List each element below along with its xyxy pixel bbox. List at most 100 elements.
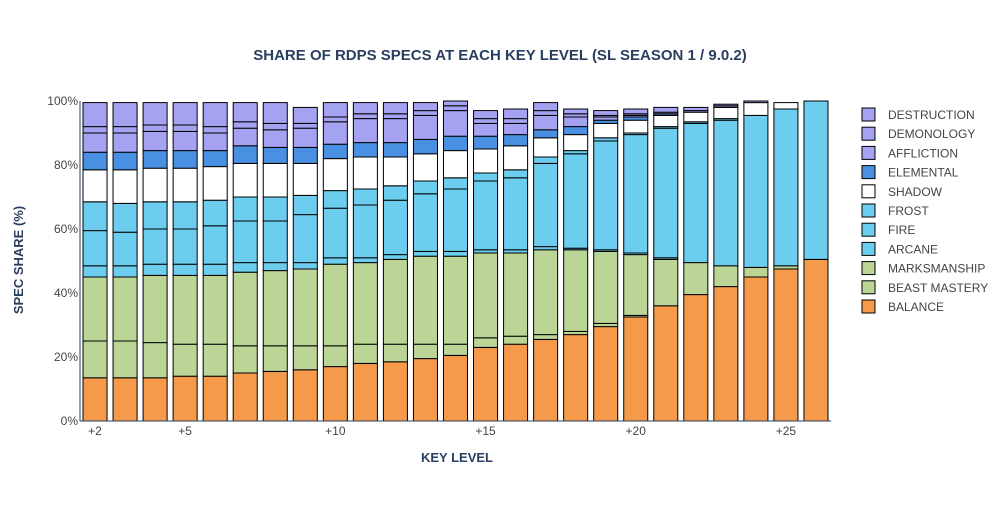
bar-segment-frost[interactable]: [262, 196, 288, 222]
bar-segment-shadow[interactable]: [142, 167, 168, 203]
bar-segment-frost[interactable]: [442, 177, 469, 190]
bar-segment-arcane[interactable]: [112, 265, 138, 278]
bar-segment-demonology[interactable]: [292, 122, 318, 129]
bar-segment-arcane[interactable]: [412, 250, 438, 257]
bar-segment-fire[interactable]: [202, 225, 228, 265]
bar-segment-shadow[interactable]: [352, 156, 378, 190]
bar-segment-affliction[interactable]: [232, 127, 258, 147]
legend-item-frost[interactable]: FROST: [861, 203, 929, 218]
bar-segment-fire[interactable]: [623, 134, 649, 254]
bar-segment-destruction[interactable]: [82, 102, 108, 128]
bar-segment-marksmanship[interactable]: [593, 250, 619, 324]
bar-segment-frost[interactable]: [533, 156, 559, 164]
bar-segment-arcane[interactable]: [142, 263, 168, 276]
bar-segment-beast-mastery[interactable]: [503, 335, 529, 345]
bar-segment-arcane[interactable]: [82, 265, 108, 278]
bar-segment-balance[interactable]: [683, 294, 709, 422]
bar-segment-arcane[interactable]: [442, 250, 469, 257]
bar-segment-elemental[interactable]: [352, 142, 378, 158]
bar-segment-destruction[interactable]: [412, 102, 438, 112]
bar-segment-affliction[interactable]: [172, 130, 198, 152]
bar-segment-beast-mastery[interactable]: [352, 343, 378, 364]
bar-segment-destruction[interactable]: [623, 108, 649, 115]
bar-segment-balance[interactable]: [473, 346, 499, 422]
bar-segment-destruction[interactable]: [232, 102, 258, 123]
bar-segment-marksmanship[interactable]: [82, 276, 108, 342]
bar-segment-marksmanship[interactable]: [412, 255, 438, 345]
bar-segment-destruction[interactable]: [563, 108, 589, 115]
bar-segment-elemental[interactable]: [232, 145, 258, 164]
bar-segment-shadow[interactable]: [653, 114, 679, 128]
bar-segment-destruction[interactable]: [352, 102, 378, 115]
legend-item-destruction[interactable]: DESTRUCTION: [861, 107, 975, 122]
bar-segment-fire[interactable]: [593, 140, 619, 251]
bar-segment-destruction[interactable]: [653, 106, 679, 113]
bar-segment-destruction[interactable]: [142, 102, 168, 126]
bar-segment-fire[interactable]: [382, 199, 408, 256]
legend-item-marksmanship[interactable]: MARKSMANSHIP: [861, 261, 985, 276]
bar-segment-marksmanship[interactable]: [112, 276, 138, 342]
bar-segment-fire[interactable]: [292, 214, 318, 264]
bar-segment-beast-mastery[interactable]: [82, 340, 108, 379]
bar-segment-elemental[interactable]: [382, 142, 408, 158]
bar-segment-elemental[interactable]: [322, 143, 348, 160]
bar-segment-affliction[interactable]: [382, 118, 408, 144]
bar-segment-demonology[interactable]: [503, 118, 529, 124]
bar-segment-fire[interactable]: [262, 220, 288, 264]
legend-item-demonology[interactable]: DEMONOLOGY: [861, 126, 975, 141]
bar-segment-balance[interactable]: [593, 326, 619, 422]
bar-segment-balance[interactable]: [232, 372, 258, 422]
bar-segment-shadow[interactable]: [593, 122, 619, 139]
bar-segment-arcane[interactable]: [232, 262, 258, 273]
bar-segment-beast-mastery[interactable]: [142, 342, 168, 379]
bar-segment-elemental[interactable]: [473, 135, 499, 150]
bar-segment-marksmanship[interactable]: [533, 249, 559, 336]
bar-segment-marksmanship[interactable]: [202, 274, 228, 345]
bar-segment-shadow[interactable]: [292, 162, 318, 196]
bar-segment-destruction[interactable]: [503, 108, 529, 120]
bar-segment-fire[interactable]: [172, 228, 198, 265]
bar-segment-affliction[interactable]: [473, 122, 499, 137]
bar-segment-balance[interactable]: [292, 369, 318, 422]
legend-item-balance[interactable]: BALANCE: [861, 299, 944, 314]
bar-segment-shadow[interactable]: [473, 148, 499, 174]
bar-segment-shadow[interactable]: [683, 111, 709, 123]
bar-segment-balance[interactable]: [382, 361, 408, 422]
bar-segment-marksmanship[interactable]: [142, 274, 168, 344]
bar-segment-beast-mastery[interactable]: [172, 343, 198, 377]
bar-segment-beast-mastery[interactable]: [232, 345, 258, 374]
bar-segment-arcane[interactable]: [382, 254, 408, 260]
bar-segment-frost[interactable]: [382, 185, 408, 201]
bar-segment-elemental[interactable]: [172, 150, 198, 169]
bar-segment-frost[interactable]: [82, 201, 108, 232]
bar-segment-destruction[interactable]: [743, 100, 769, 104]
bar-segment-marksmanship[interactable]: [292, 268, 318, 347]
legend-item-arcane[interactable]: ARCANE: [861, 241, 938, 256]
bar-segment-balance[interactable]: [352, 362, 378, 422]
bar-segment-fire[interactable]: [322, 207, 348, 259]
bar-segment-affliction[interactable]: [112, 132, 138, 153]
bar-segment-shadow[interactable]: [382, 156, 408, 187]
bar-segment-marksmanship[interactable]: [623, 254, 649, 316]
bar-segment-destruction[interactable]: [533, 102, 559, 112]
bar-segment-arcane[interactable]: [202, 263, 228, 276]
bar-segment-arcane[interactable]: [262, 262, 288, 272]
legend-item-fire[interactable]: FIRE: [861, 222, 915, 237]
bar-segment-shadow[interactable]: [82, 169, 108, 203]
bar-segment-beast-mastery[interactable]: [533, 334, 559, 340]
bar-segment-marksmanship[interactable]: [382, 258, 408, 345]
bar-segment-affliction[interactable]: [142, 130, 168, 152]
bar-segment-marksmanship[interactable]: [653, 258, 679, 307]
bar-segment-affliction[interactable]: [533, 114, 559, 131]
bar-segment-frost[interactable]: [142, 201, 168, 230]
bar-segment-affliction[interactable]: [442, 110, 469, 137]
bar-segment-demonology[interactable]: [232, 121, 258, 129]
bar-segment-balance[interactable]: [773, 268, 799, 422]
bar-segment-destruction[interactable]: [382, 102, 408, 115]
bar-segment-beast-mastery[interactable]: [473, 337, 499, 348]
bar-segment-shadow[interactable]: [202, 166, 228, 201]
bar-segment-demonology[interactable]: [473, 118, 499, 124]
bar-segment-demonology[interactable]: [352, 113, 378, 120]
bar-segment-demonology[interactable]: [382, 113, 408, 120]
bar-segment-arcane[interactable]: [322, 257, 348, 265]
